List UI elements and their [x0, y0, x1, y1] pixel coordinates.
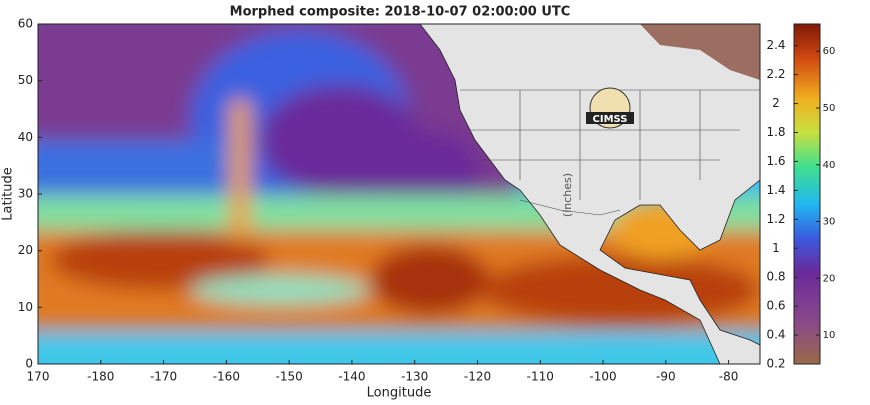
y-axis-label: Latitude — [1, 167, 16, 221]
land-north — [640, 24, 760, 80]
x-tick-label: -170 — [150, 370, 177, 384]
y-tick-label: 50 — [18, 73, 33, 87]
mm-tick-label: 40 — [823, 160, 836, 171]
inch-tick-label: 0.2 — [766, 357, 785, 371]
inch-tick-label: 1.2 — [766, 212, 785, 226]
mm-tick-label: 50 — [823, 103, 836, 114]
inch-tick-label: 1.8 — [766, 125, 785, 139]
mm-tick-label: 60 — [823, 46, 836, 57]
logo-text: CIMSS — [593, 114, 628, 125]
inch-tick-label: 0.4 — [766, 328, 785, 342]
x-tick-label: -110 — [527, 370, 554, 384]
inch-tick-label: 2.2 — [766, 67, 785, 81]
colorbar-label: (inches) — [561, 173, 574, 217]
inch-tick-label: 2 — [772, 96, 780, 110]
map-image: CIMSS — [38, 24, 760, 364]
map-title: Morphed composite: 2018-10-07 02:00:00 U… — [230, 5, 571, 20]
inch-tick-label: 1 — [772, 241, 780, 255]
x-tick-label: -180 — [87, 370, 114, 384]
x-axis-label: Longitude — [367, 386, 432, 401]
x-tick-label: -160 — [213, 370, 240, 384]
y-tick-label: 10 — [18, 300, 33, 314]
inch-tick-label: 1.6 — [766, 154, 785, 168]
x-tick-label: -90 — [656, 370, 676, 384]
inch-tick-label: 2.4 — [766, 38, 785, 52]
mm-tick-label: 20 — [823, 273, 836, 284]
inch-tick-label: 0.6 — [766, 299, 785, 313]
logo: CIMSS — [586, 87, 634, 129]
y-tick-label: 40 — [18, 130, 33, 144]
x-tick-label: -80 — [719, 370, 739, 384]
x-tick-label: -130 — [401, 370, 428, 384]
y-tick-label: 30 — [18, 187, 33, 201]
y-tick-label: 20 — [18, 243, 33, 257]
mm-tick-label: 30 — [823, 217, 836, 228]
mm-tick-label: 10 — [823, 330, 836, 341]
x-tick-label: -150 — [276, 370, 303, 384]
x-tick-label: -140 — [338, 370, 365, 384]
x-tick-label: -120 — [464, 370, 491, 384]
x-tick-label: 170 — [27, 370, 50, 384]
y-tick-label: 60 — [18, 17, 33, 31]
inch-tick-label: 1.4 — [766, 183, 785, 197]
x-tick-label: -100 — [589, 370, 616, 384]
y-tick-label: 0 — [25, 357, 33, 371]
inch-tick-label: 0.8 — [766, 270, 785, 284]
colorbar — [793, 23, 821, 365]
land — [419, 24, 760, 364]
